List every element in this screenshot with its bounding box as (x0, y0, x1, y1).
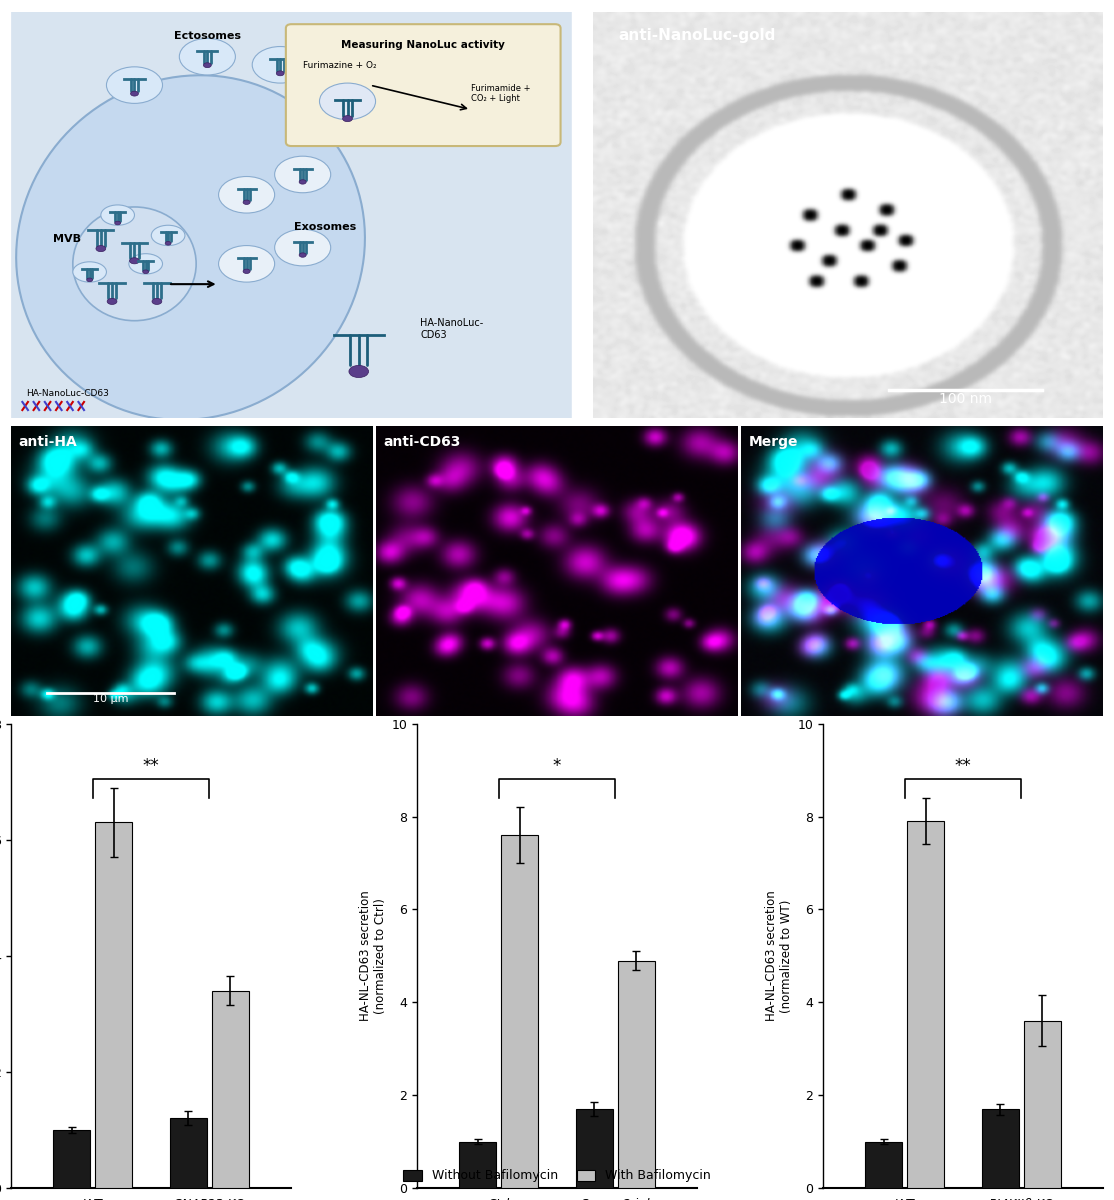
Ellipse shape (96, 246, 106, 252)
Text: 10 μm: 10 μm (92, 695, 128, 704)
Bar (459, 1141, 497, 1188)
Ellipse shape (72, 262, 107, 282)
FancyBboxPatch shape (286, 24, 560, 146)
Ellipse shape (130, 91, 138, 96)
Bar (1024, 1021, 1061, 1188)
Ellipse shape (243, 200, 251, 204)
Text: 100 nm: 100 nm (939, 392, 991, 406)
Ellipse shape (300, 180, 306, 184)
Ellipse shape (218, 246, 275, 282)
Bar (907, 821, 945, 1188)
Y-axis label: HA-NL-CD63 secretion
(normalized to WT): HA-NL-CD63 secretion (normalized to WT) (765, 890, 793, 1021)
Text: anti-NanoLuc-gold: anti-NanoLuc-gold (618, 29, 776, 43)
Ellipse shape (17, 76, 365, 420)
Text: Exosomes: Exosomes (294, 222, 356, 233)
Ellipse shape (243, 269, 251, 274)
Ellipse shape (72, 206, 196, 320)
Text: Measuring NanoLuc activity: Measuring NanoLuc activity (341, 41, 505, 50)
Text: HA-NanoLuc-
CD63: HA-NanoLuc- CD63 (420, 318, 483, 340)
Ellipse shape (152, 226, 185, 246)
Ellipse shape (101, 205, 135, 226)
Ellipse shape (129, 253, 163, 274)
Text: MVB: MVB (53, 234, 81, 245)
Ellipse shape (143, 270, 148, 274)
Ellipse shape (252, 47, 309, 83)
Ellipse shape (300, 253, 306, 257)
Bar (95, 822, 133, 1188)
Text: Furimamide +
CO₂ + Light: Furimamide + CO₂ + Light (471, 84, 530, 103)
Text: **: ** (143, 757, 159, 775)
Ellipse shape (152, 299, 162, 305)
Ellipse shape (179, 38, 235, 74)
Y-axis label: HA-NL-CD63 secretion
(normalized to Ctrl): HA-NL-CD63 secretion (normalized to Ctrl… (360, 890, 388, 1021)
Ellipse shape (275, 229, 331, 266)
Text: anti-HA: anti-HA (18, 434, 77, 449)
Bar (169, 1118, 207, 1188)
Ellipse shape (276, 71, 284, 76)
FancyBboxPatch shape (11, 12, 571, 418)
Text: Merge: Merge (749, 434, 798, 449)
Text: Furimazine + O₂: Furimazine + O₂ (303, 61, 377, 70)
Text: HA-NanoLuc-CD63: HA-NanoLuc-CD63 (26, 389, 109, 398)
Ellipse shape (218, 176, 275, 214)
Text: anti-CD63: anti-CD63 (383, 434, 461, 449)
Ellipse shape (165, 241, 172, 245)
Bar (617, 960, 655, 1188)
Text: Ectosomes: Ectosomes (174, 31, 241, 41)
Ellipse shape (107, 299, 117, 305)
Bar (576, 1109, 613, 1188)
Bar (981, 1109, 1019, 1188)
Bar (864, 1141, 902, 1188)
Ellipse shape (129, 258, 139, 264)
Legend: Without Bafilomycin, With Bafilomycin: Without Bafilomycin, With Bafilomycin (398, 1164, 716, 1188)
Bar (212, 991, 250, 1188)
Ellipse shape (115, 221, 120, 224)
Ellipse shape (107, 67, 163, 103)
Ellipse shape (204, 62, 212, 67)
Ellipse shape (349, 365, 369, 378)
Ellipse shape (320, 83, 375, 120)
Text: *: * (553, 757, 561, 775)
Bar (501, 835, 538, 1188)
Text: **: ** (955, 757, 971, 775)
Ellipse shape (343, 115, 352, 121)
Bar (53, 1130, 90, 1188)
Ellipse shape (87, 278, 92, 282)
Ellipse shape (275, 156, 331, 193)
